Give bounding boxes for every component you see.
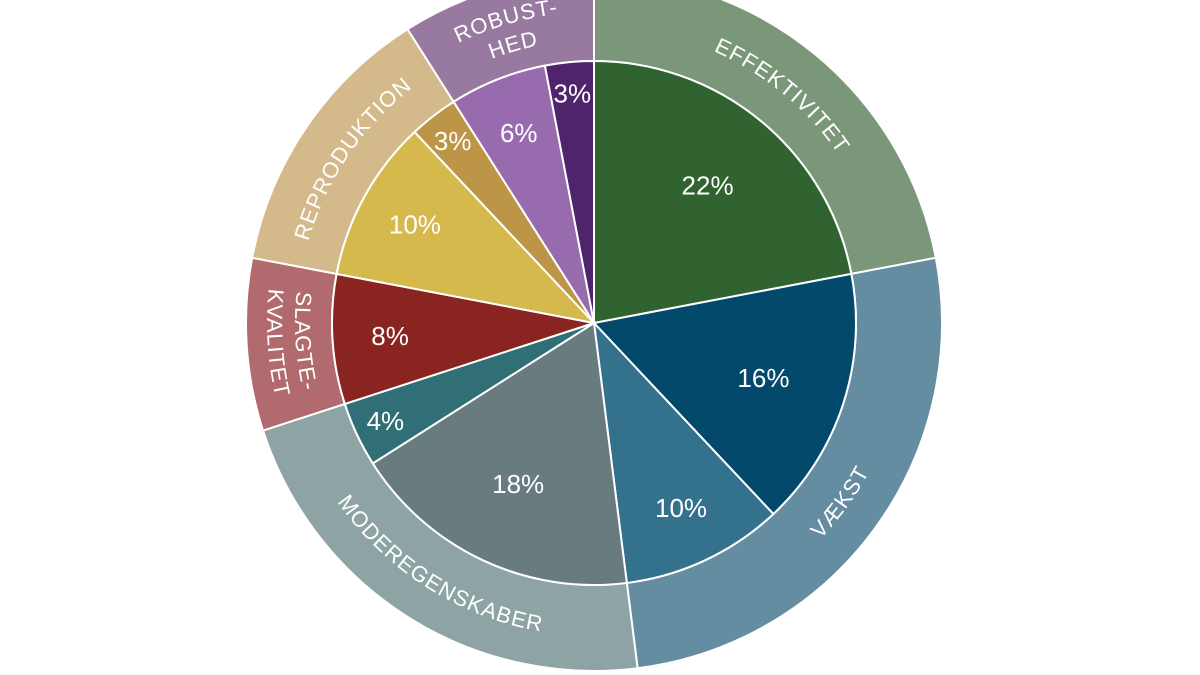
pie-slice bbox=[543, 59, 595, 324]
pie-slice bbox=[593, 59, 853, 325]
slice-percent-label: 16% bbox=[737, 363, 789, 393]
pie-slice bbox=[331, 272, 595, 406]
slice-percent-label: 4% bbox=[367, 406, 405, 436]
pie-slice bbox=[592, 320, 775, 585]
pie-slice bbox=[335, 130, 597, 325]
slice-percent-label: 3% bbox=[434, 126, 472, 156]
slice-percent-label: 8% bbox=[371, 321, 409, 351]
slice-percent-label: 10% bbox=[655, 493, 707, 523]
slice-percent-label: 3% bbox=[554, 78, 592, 108]
slice-percent-label: 6% bbox=[500, 118, 538, 148]
slice-percent-label: 22% bbox=[682, 171, 734, 201]
pie-slice bbox=[371, 321, 628, 586]
outer-ring bbox=[245, 0, 943, 672]
inner-ring bbox=[331, 59, 857, 586]
slice-percent-label: 10% bbox=[389, 210, 441, 240]
slice-percent-label: 18% bbox=[492, 469, 544, 499]
pie-slice bbox=[592, 272, 857, 516]
